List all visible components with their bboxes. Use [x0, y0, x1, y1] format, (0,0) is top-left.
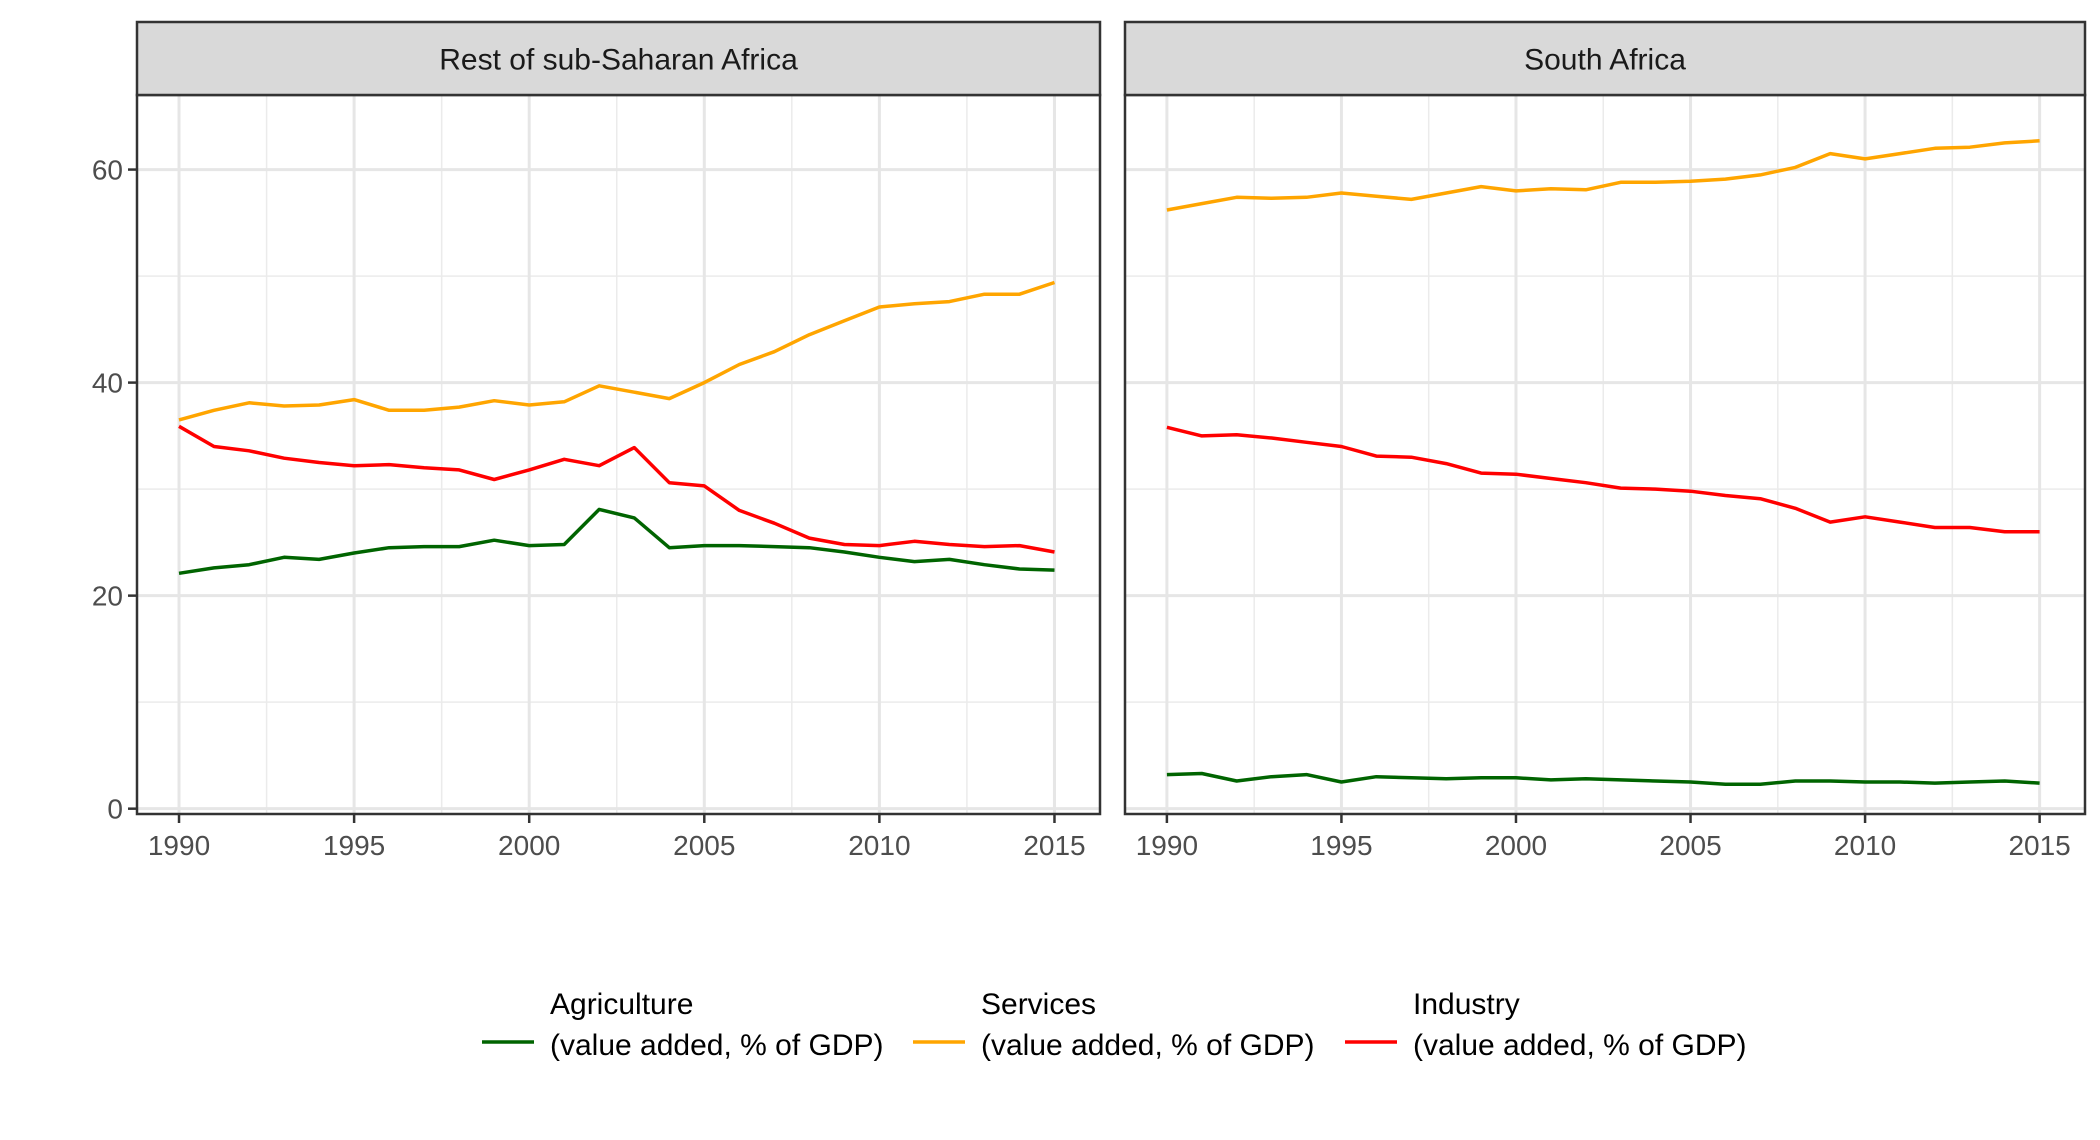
facet-strip-label: Rest of sub-Saharan Africa — [439, 44, 798, 77]
y-tick-label: 20 — [92, 581, 123, 612]
x-tick-label: 1990 — [148, 830, 210, 861]
x-tick-label: 2015 — [2008, 830, 2070, 861]
series-line-industry — [178, 424, 1055, 554]
y-tick-label: 60 — [92, 155, 123, 186]
x-tick-label: 2010 — [848, 830, 910, 861]
x-tick-label: 2015 — [1023, 830, 1085, 861]
x-tick-label: 1995 — [1310, 830, 1372, 861]
legend-label-detail: (value added, % of GDP) — [981, 1029, 1315, 1062]
facet-strip — [135, 20, 1102, 97]
x-tick-label: 2005 — [1659, 830, 1721, 861]
series-line-services — [178, 280, 1056, 422]
legend: Agriculture(value added, % of GDP)Servic… — [482, 988, 1747, 1062]
x-tick-label: 2000 — [498, 830, 560, 861]
legend-label: Agriculture — [550, 988, 693, 1021]
x-tick-label: 2005 — [673, 830, 735, 861]
legend-label-detail: (value added, % of GDP) — [1413, 1029, 1747, 1062]
legend-label: Services — [981, 988, 1096, 1021]
y-tick-label: 0 — [107, 794, 123, 825]
facet-strip — [1123, 20, 2087, 97]
panel-1: Rest of sub-Saharan Africa 1990 1995 2000 20… — [92, 20, 1102, 861]
facet-strip-label: South Africa — [1524, 44, 1686, 77]
x-tick-label: 2010 — [1834, 830, 1896, 861]
x-tick-label: 1990 — [1136, 830, 1198, 861]
series-line-industry — [1166, 425, 2040, 534]
x-tick-label: 1995 — [323, 830, 385, 861]
legend-label-detail: (value added, % of GDP) — [550, 1029, 884, 1062]
panel-2: South Africa 1990 1995 2000 2005 2010 2015 — [1123, 20, 2087, 861]
legend-label: Industry — [1413, 988, 1520, 1021]
legend-item-agriculture: Agriculture (value added, % of GDP) — [482, 988, 884, 1062]
x-tick-label: 2000 — [1485, 830, 1547, 861]
legend-item-services: Services (value added, % of GDP) — [913, 988, 1315, 1062]
series-line-agriculture — [178, 507, 1055, 576]
y-tick-label: 40 — [92, 368, 123, 399]
series-line-services — [1166, 139, 2040, 212]
legend-item-industry: Industry (value added, % of GDP) — [1345, 988, 1747, 1062]
panel-background — [1125, 95, 2085, 814]
series-line-agriculture — [1166, 771, 2040, 786]
